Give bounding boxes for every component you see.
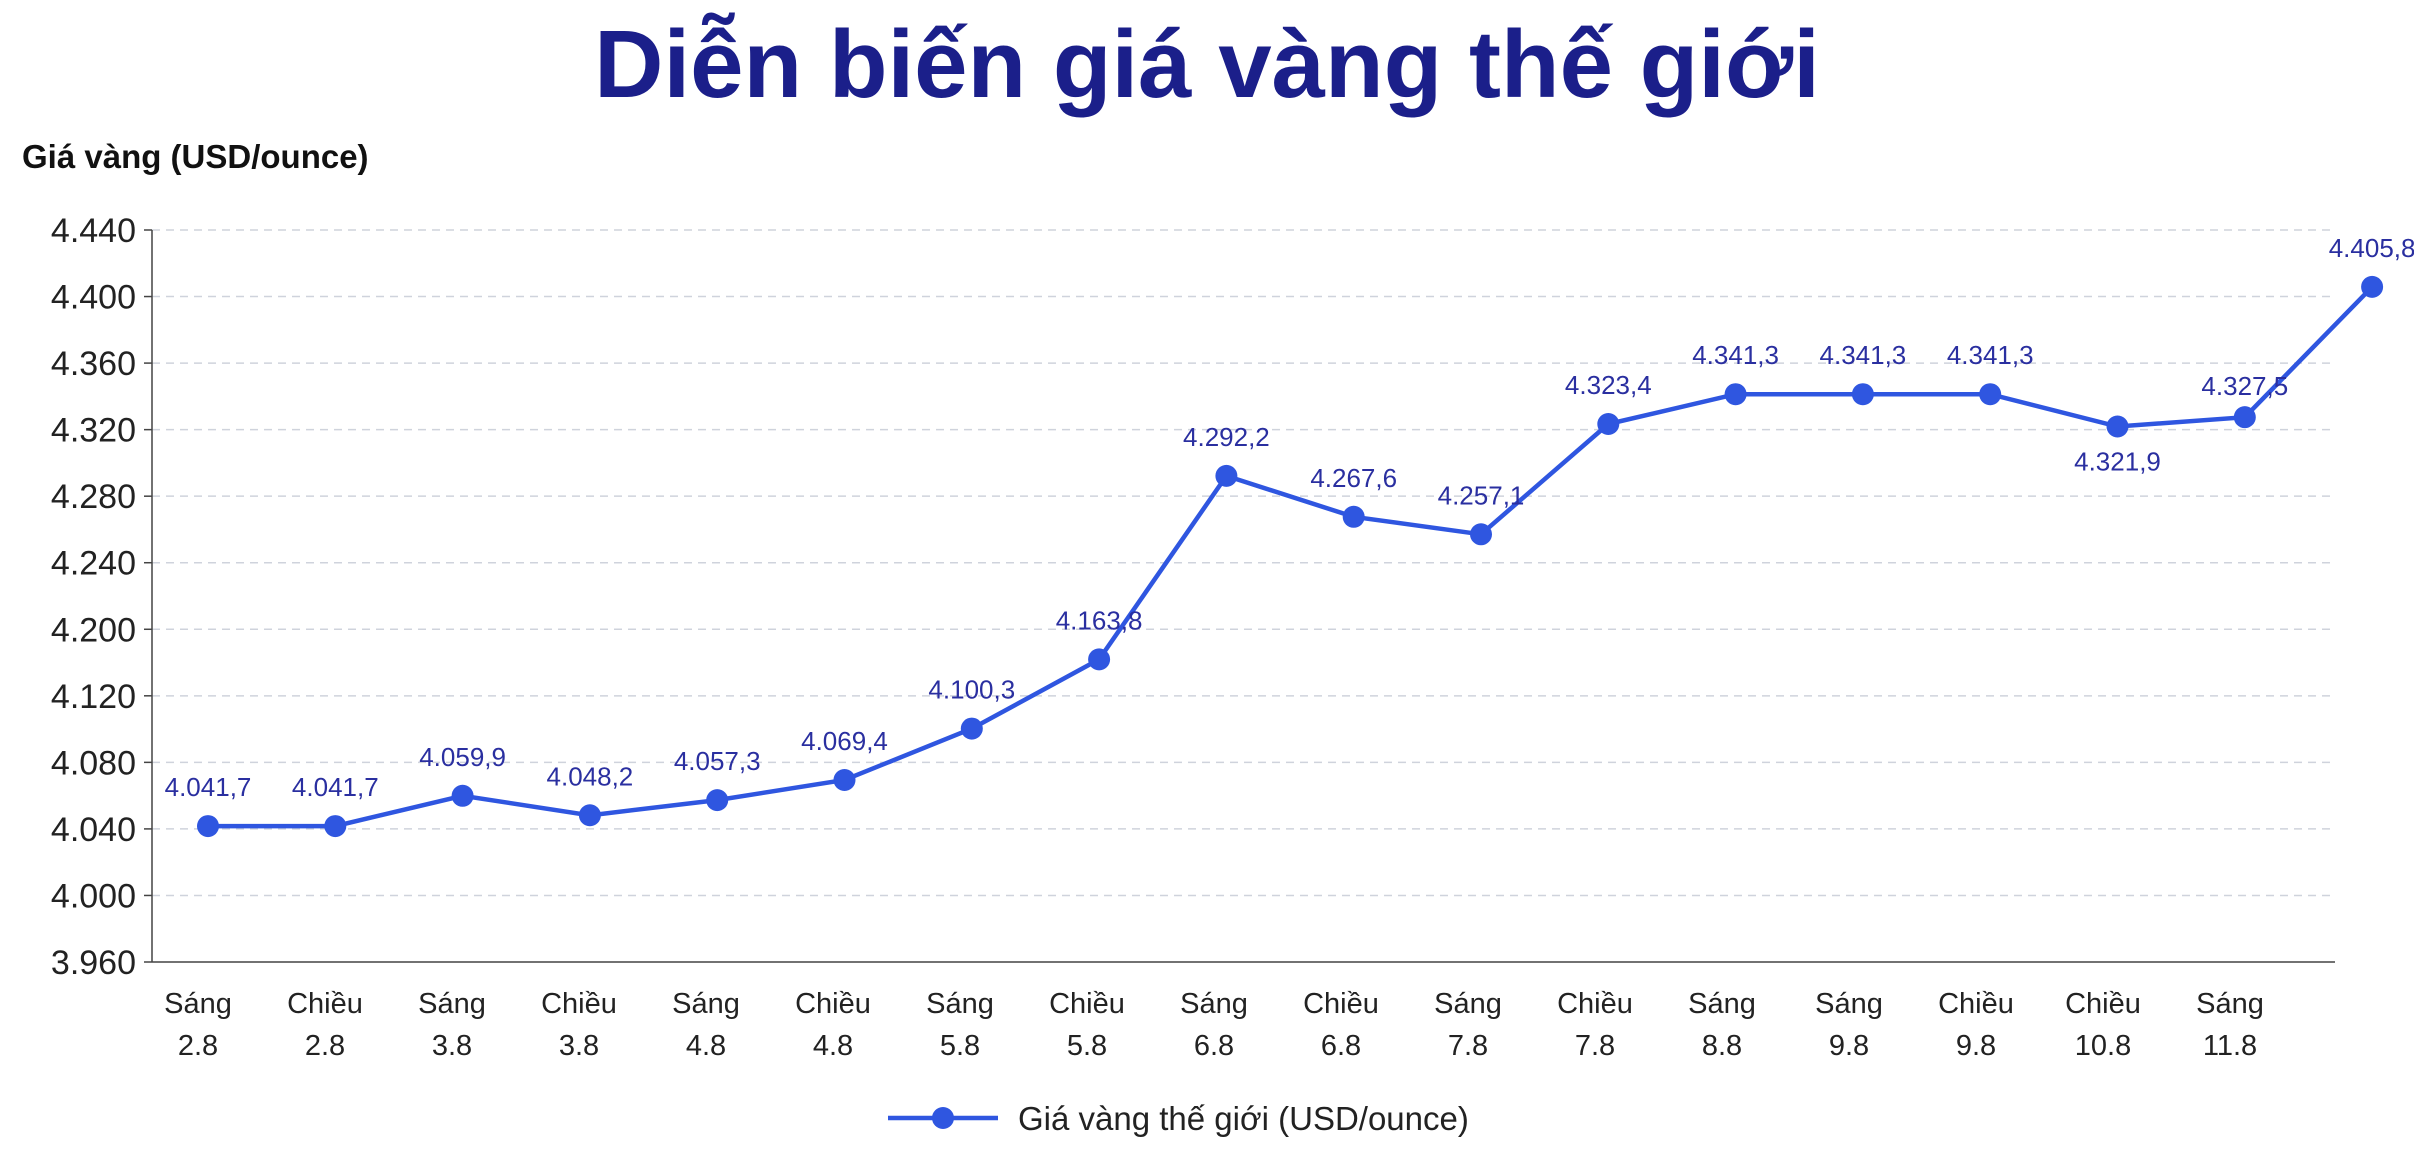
x-tick-label: 2.8 [178, 1030, 218, 1062]
x-tick-label: Sáng [418, 988, 486, 1020]
data-label: 4.292,2 [1183, 422, 1270, 452]
data-label: 4.100,3 [928, 675, 1015, 705]
data-point [2106, 415, 2129, 438]
data-point [2233, 406, 2256, 429]
legend: Giá vàng thế giới (USD/ounce) [888, 1100, 1469, 1137]
x-tick-label: 9.8 [1956, 1030, 1996, 1062]
data-point [451, 784, 474, 807]
x-tick-label: 8.8 [1702, 1030, 1742, 1062]
x-tick-label: Chiều [1938, 988, 2014, 1020]
data-point [1597, 412, 1620, 435]
data-labels: 4.041,7 4.041,7 4.059,9 4.048,2 4.057,3 4.069… [165, 233, 2414, 802]
x-tick-label: 10.8 [2075, 1030, 2131, 1062]
data-point [1724, 383, 1747, 406]
y-tick-label: 4.120 [51, 678, 136, 716]
x-tick-label: Sáng [2196, 988, 2264, 1020]
x-tick-label: 6.8 [1321, 1030, 1361, 1062]
data-point [197, 815, 219, 838]
y-tick-label: 3.960 [51, 944, 136, 982]
data-point [960, 717, 983, 740]
y-tick-label: 4.440 [51, 212, 136, 250]
y-tick-label: 4.400 [51, 279, 136, 317]
data-label: 4.341,3 [1820, 340, 1907, 370]
data-point [324, 815, 347, 838]
data-point [1979, 383, 2002, 406]
data-label: 4.041,7 [165, 772, 252, 802]
data-label: 4.323,4 [1565, 370, 1652, 400]
x-tick-label: Sáng [1434, 988, 1502, 1020]
x-tick-label: Chiều [1557, 988, 1633, 1020]
x-tick-label: Sáng [1180, 988, 1248, 1020]
data-label: 4.267,6 [1310, 463, 1397, 493]
axes [144, 229, 2335, 963]
data-label: 4.163,8 [1056, 605, 1143, 635]
chart-title: Diễn biến giá vàng thế giới [594, 11, 1820, 118]
x-tick-label: 9.8 [1829, 1030, 1869, 1062]
x-tick-label: Sáng [164, 988, 232, 1020]
data-point [1088, 648, 1111, 671]
x-tick-label: 6.8 [1194, 1030, 1234, 1062]
series-line [208, 285, 2374, 829]
x-tick-label: 3.8 [559, 1030, 599, 1062]
x-tick-label: 11.8 [2203, 1030, 2257, 1062]
x-tick-label: Sáng [926, 988, 994, 1020]
data-point [2361, 275, 2384, 298]
x-tick-label: Chiều [1303, 988, 1379, 1020]
data-label: 4.341,3 [1947, 340, 2034, 370]
data-label: 4.405,8 [2329, 233, 2414, 263]
grid-lines [152, 229, 2335, 897]
y-tick-label: 4.320 [51, 412, 136, 450]
x-tick-label: Sáng [1688, 988, 1756, 1020]
x-tick-label: 3.8 [432, 1030, 472, 1062]
x-tick-label: Chiều [541, 988, 617, 1020]
data-point [833, 768, 856, 791]
x-tick-label: 5.8 [940, 1030, 980, 1062]
y-tick-label: 4.360 [51, 345, 136, 383]
legend-label: Giá vàng thế giới (USD/ounce) [1018, 1100, 1469, 1137]
y-tick-label: 4.000 [51, 877, 136, 915]
data-label: 4.059,9 [419, 742, 506, 772]
data-point [578, 804, 601, 827]
y-tick-label: 4.200 [51, 611, 136, 649]
x-tick-label: 7.8 [1575, 1030, 1615, 1062]
data-label: 4.257,1 [1438, 480, 1525, 510]
x-tick-label: Sáng [672, 988, 740, 1020]
y-tick-label: 4.240 [51, 545, 136, 583]
y-axis-ticks: 4.440 4.400 4.360 4.320 4.280 4.240 4.200 4.120… [51, 212, 136, 982]
data-label: 4.321,9 [2074, 446, 2161, 476]
data-label: 4.048,2 [547, 761, 634, 791]
series-gold-price [197, 275, 2384, 838]
y-axis-label: Giá vàng (USD/ounce) [22, 138, 369, 175]
data-label: 4.057,3 [674, 746, 761, 776]
y-tick-label: 4.280 [51, 478, 136, 516]
x-tick-label: Chiều [795, 988, 871, 1020]
x-tick-label: Sáng [1815, 988, 1883, 1020]
data-label: 4.341,3 [1692, 340, 1779, 370]
data-label: 4.069,4 [801, 726, 888, 756]
y-tick-label: 4.040 [51, 811, 136, 849]
x-tick-label: 5.8 [1067, 1030, 1107, 1062]
x-tick-label: 2.8 [305, 1030, 345, 1062]
data-point [706, 789, 729, 812]
data-point [1342, 505, 1365, 528]
data-label: 4.327,5 [2201, 371, 2288, 401]
data-label: 4.041,7 [292, 772, 379, 802]
x-axis-ticks: Sáng 2.8 Chiều 2.8 Sáng 3.8 Chiều 3.8 Sáng 4.8 Chi… [164, 988, 2264, 1062]
x-tick-label: 4.8 [686, 1030, 726, 1062]
data-point [1851, 383, 1874, 406]
data-point [1215, 464, 1238, 487]
y-tick-label: 4.080 [51, 744, 136, 782]
x-tick-label: Chiều [287, 988, 363, 1020]
legend-marker-icon [932, 1107, 954, 1129]
x-tick-label: Chiều [2065, 988, 2141, 1020]
data-point [1470, 523, 1492, 546]
x-tick-label: 7.8 [1448, 1030, 1488, 1062]
x-tick-label: Chiều [1049, 988, 1125, 1020]
x-tick-label: 4.8 [813, 1030, 853, 1062]
